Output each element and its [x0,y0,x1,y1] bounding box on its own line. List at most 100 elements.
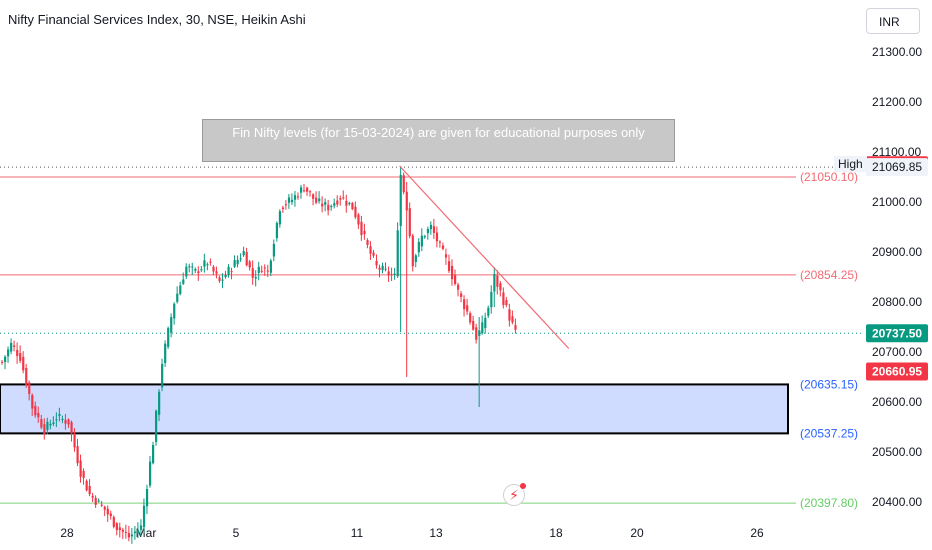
trendline[interactable] [399,165,570,349]
candle-body [411,235,414,267]
candle-body [40,419,43,428]
candle-body [354,206,357,218]
candle-body [82,470,85,478]
candle-body [203,260,206,267]
annotation-box[interactable]: Fin Nifty levels (for 15-03-2024) are gi… [202,119,675,162]
price-badge [866,158,928,177]
y-tick-label: 20600.00 [872,395,922,409]
candle-body [405,191,408,211]
candle-body [306,187,309,192]
candle-body [505,300,508,306]
candle-body [472,321,475,330]
candle-body [254,276,257,279]
candle-body [290,199,294,203]
candle-body [164,343,167,363]
lightning-icon[interactable]: ⚡ [503,483,526,506]
candle-body [200,269,203,271]
price-badge-label: 20737.50 [872,326,922,340]
candle-body [351,203,354,210]
candle-body [309,191,312,193]
price-badge-label: 21069.85 [872,160,922,174]
candle-body [460,293,463,297]
candle-body [194,268,197,271]
candle-body [384,268,387,270]
candle-body [148,461,152,486]
candle-body [450,265,454,280]
candle-body [19,353,22,361]
candle-body [466,305,469,312]
candle-body [115,523,118,531]
y-tick-label: 21300.00 [872,45,922,59]
candle-body [417,241,420,253]
y-tick-label: 20700.00 [872,345,922,359]
candle-body [124,532,128,534]
candle-body [363,230,366,235]
candle-body [1,361,4,363]
candle-body [257,266,260,273]
candle-body [481,322,484,334]
candle-body [299,187,303,193]
candle-body [7,349,10,357]
level-lines: (21050.10) (20854.25) (20635.15) (20537.25)… [0,170,858,510]
candle-body [387,271,390,276]
candle-body [330,206,333,208]
candle-body [499,283,502,291]
candle-body [242,251,245,256]
candle-body [457,284,460,290]
candle-body [34,405,37,416]
candle-body [64,419,67,424]
candle-body [155,410,158,442]
candle-body [233,260,236,267]
candle-body [266,270,269,272]
candle-body [173,303,176,319]
candle-body [227,266,230,275]
currency-selector[interactable]: INR [866,8,920,34]
candle-body [463,299,466,310]
candle-body [366,240,369,245]
candle-body [130,534,134,537]
candle-body [402,175,405,193]
price-badge [866,362,928,381]
x-tick-label: 26 [750,526,764,540]
candle-body [360,221,363,236]
candle-body [109,513,112,517]
candle-body [272,243,275,257]
support-zone[interactable] [0,383,789,435]
candle-body [188,266,191,268]
candle-body [13,345,16,347]
y-tick-label: 21200.00 [872,95,922,109]
candle-body [293,195,297,200]
candle-body [121,529,124,532]
candle-body [55,419,58,421]
candle-body [4,356,7,362]
price-axis[interactable]: 20400.00 20500.00 20600.00 20700.00 20800.00… [872,45,922,509]
y-tick-label: 20800.00 [872,295,922,309]
candle-body [136,530,140,534]
candle-body [197,271,200,274]
candle-body [318,198,321,202]
y-tick-label: 20500.00 [872,445,922,459]
candle-body [176,293,179,302]
candle-body [206,264,209,266]
candle-body [31,394,34,409]
candle-body [25,368,28,386]
candle-body [212,266,215,272]
candle-body [106,508,109,515]
candle-body [73,433,76,448]
candle-body [49,423,52,426]
candle-body [145,488,149,507]
candle-body [393,273,396,275]
candle-body [496,275,499,287]
candle-body [112,517,115,527]
time-axis[interactable]: 28 Mar 5 11 13 18 20 26 [60,526,764,540]
candle-body [493,274,496,292]
candle-body [429,224,433,230]
candle-body [142,505,146,528]
candle-body [475,327,478,340]
candle-body [127,533,131,538]
candle-body [182,279,185,284]
candle-body [179,285,182,295]
candle-body [133,531,137,534]
chart-title: Nifty Financial Services Index, 30, NSE,… [8,12,306,27]
